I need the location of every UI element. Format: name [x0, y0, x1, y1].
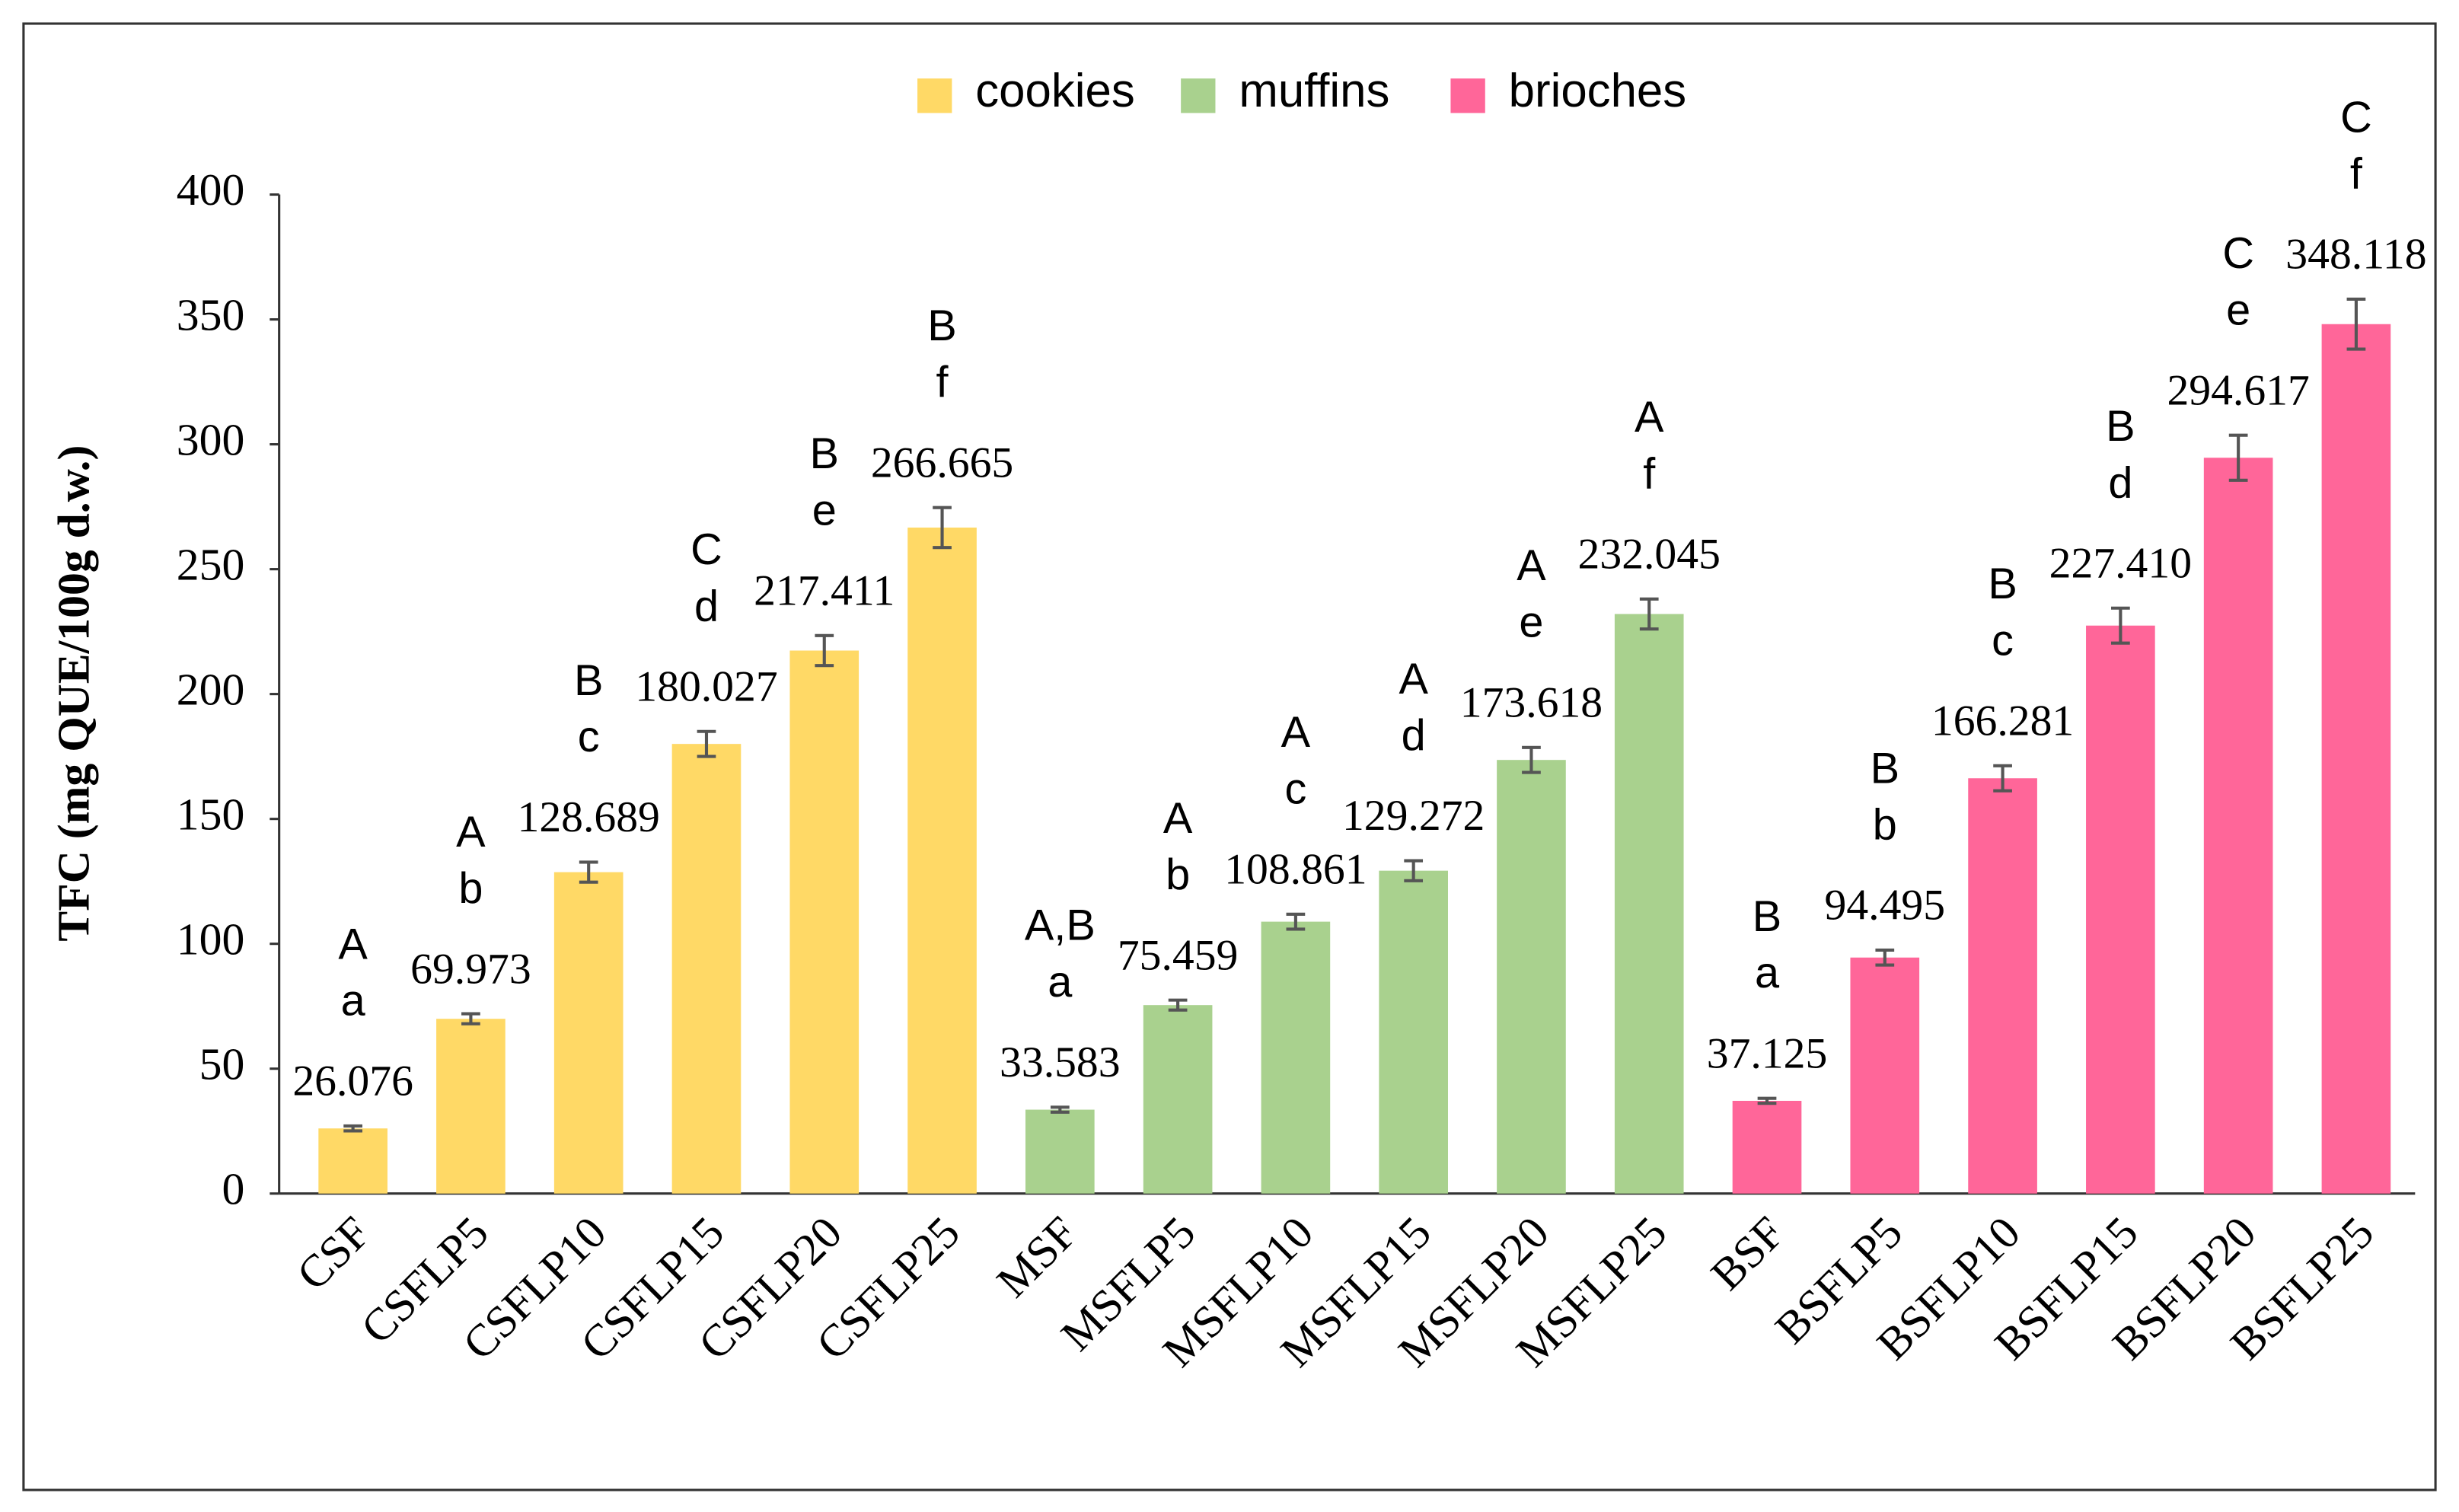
group-letter: A [1635, 393, 1664, 442]
bar [1143, 1005, 1213, 1194]
group-letter: C [690, 525, 722, 574]
bar [553, 872, 624, 1194]
value-label: 37.125 [1707, 1029, 1828, 1077]
group-letter: b [1873, 800, 1897, 849]
group-letter: A [338, 920, 368, 968]
group-letter: B [1753, 892, 1781, 941]
legend-label: muffins [1239, 65, 1389, 117]
group-letter: B [1988, 560, 2017, 608]
value-label: 166.281 [1931, 697, 2074, 745]
group-letter: A [1517, 541, 1546, 590]
bar [1732, 1100, 1802, 1194]
group-letter: e [2226, 285, 2250, 334]
y-tick-label: 300 [177, 414, 245, 464]
group-letter: a [1048, 958, 1073, 1006]
value-label: 217.411 [754, 567, 895, 615]
group-letter: A [456, 808, 486, 856]
value-label: 26.076 [292, 1057, 413, 1105]
value-label: 227.410 [2049, 539, 2192, 587]
group-letter: f [2350, 149, 2363, 198]
group-letter: B [1871, 744, 1899, 793]
group-letter: e [1519, 598, 1543, 646]
bar [318, 1128, 388, 1194]
group-letter: e [812, 486, 837, 534]
bar [671, 744, 742, 1194]
group-letter: d [694, 582, 719, 630]
bar [1379, 870, 1448, 1194]
group-letter: A,B [1025, 901, 1096, 950]
bar [1025, 1109, 1095, 1194]
bar [2203, 458, 2273, 1194]
group-letter: C [2340, 93, 2372, 142]
y-tick-label: 150 [177, 789, 245, 839]
legend-label: cookies [975, 65, 1134, 117]
group-letter: A [1399, 655, 1428, 703]
y-tick-label: 200 [177, 664, 245, 714]
bar [1497, 760, 1566, 1194]
value-label: 348.118 [2285, 231, 2426, 279]
group-letter: B [2106, 402, 2135, 451]
bar [1968, 778, 2037, 1194]
group-letter: B [927, 301, 956, 350]
bar [1850, 957, 1920, 1194]
value-label: 180.027 [635, 662, 777, 710]
group-letter: A [1281, 708, 1311, 757]
group-letter: B [810, 429, 839, 478]
value-label: 266.665 [871, 439, 1013, 486]
value-label: 33.583 [1000, 1038, 1121, 1086]
bar [1261, 921, 1331, 1194]
group-letter: a [341, 976, 366, 1025]
group-letter: c [578, 713, 600, 761]
value-label: 94.495 [1825, 882, 1946, 930]
group-letter: c [1284, 764, 1306, 813]
value-label: 108.861 [1224, 845, 1367, 893]
y-tick-label: 100 [177, 914, 245, 964]
bar [907, 527, 977, 1194]
legend-swatch [1450, 78, 1485, 113]
y-tick-label: 250 [177, 539, 245, 589]
value-label: 294.617 [2167, 366, 2309, 414]
bar [2321, 324, 2391, 1194]
y-axis-label: TFC (mg QUE/100g d.w.) [49, 445, 99, 942]
value-label: 75.459 [1118, 931, 1239, 979]
legend-label: brioches [1509, 65, 1687, 117]
frame [22, 22, 2437, 1491]
group-letter: A [1163, 794, 1193, 843]
value-label: 128.689 [518, 793, 660, 841]
group-letter: b [1166, 850, 1190, 899]
y-tick-label: 50 [199, 1038, 245, 1089]
y-tick-label: 0 [222, 1163, 244, 1214]
group-letter: d [2108, 458, 2132, 507]
legend-swatch [1181, 78, 1216, 113]
value-label: 173.618 [1460, 678, 1603, 726]
group-letter: b [458, 864, 483, 913]
y-tick-label: 400 [177, 164, 245, 215]
value-label: 129.272 [1342, 792, 1485, 840]
group-letter: f [936, 358, 949, 407]
bar [1614, 614, 1684, 1194]
group-letter: c [1992, 616, 2014, 665]
group-letter: f [1643, 449, 1656, 498]
legend-swatch [917, 78, 952, 113]
group-letter: B [574, 656, 603, 705]
group-letter: a [1755, 949, 1780, 997]
group-letter: C [2222, 229, 2254, 278]
value-label: 69.973 [410, 945, 531, 993]
y-tick-label: 350 [177, 289, 245, 340]
group-letter: d [1402, 711, 1426, 760]
bar [436, 1019, 506, 1194]
bar [789, 650, 860, 1194]
bar [2086, 625, 2155, 1194]
value-label: 232.045 [1578, 531, 1721, 579]
